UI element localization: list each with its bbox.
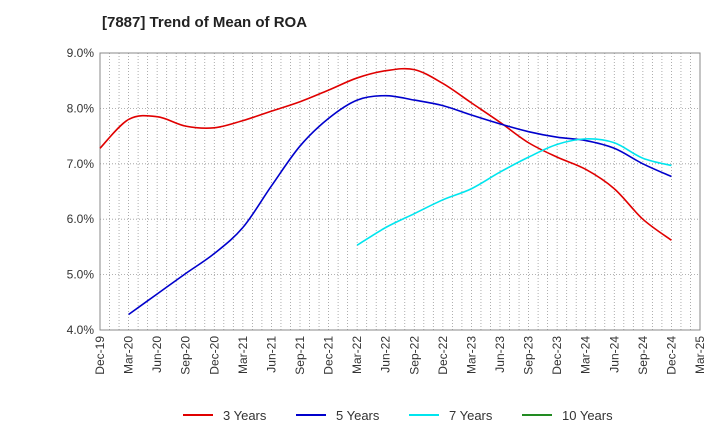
x-tick-label: Mar-21	[236, 336, 250, 374]
y-tick-label: 9.0%	[67, 46, 95, 60]
x-tick-label: Mar-25	[693, 336, 707, 374]
legend: 3 Years 5 Years 7 Years 10 Years	[183, 408, 613, 423]
x-tick-label: Jun-21	[264, 336, 278, 373]
x-tick-label: Dec-22	[436, 336, 450, 375]
x-tick-label: Dec-21	[322, 336, 336, 375]
axes: 4.0% 5.0% 6.0% 7.0% 8.0% 9.0% Dec-19 Mar-20 Jun-…	[67, 46, 707, 375]
y-tick-label: 7.0%	[67, 157, 95, 171]
y-tick-label: 4.0%	[67, 323, 95, 337]
x-tick-label: Jun-24	[607, 336, 621, 373]
x-tick-label: Mar-20	[122, 336, 136, 374]
x-tick-label: Sep-23	[522, 336, 536, 375]
x-tick-label: Sep-21	[293, 336, 307, 375]
x-tick-label: Sep-20	[179, 336, 193, 375]
series-line-3-years	[99, 67, 672, 241]
x-tick-label: Dec-20	[207, 336, 221, 375]
legend-label-5-years: 5 Years	[336, 408, 380, 423]
legend-label-3-years: 3 Years	[223, 408, 267, 423]
x-tick-label: Mar-23	[464, 336, 478, 374]
grid	[100, 53, 700, 330]
x-tick-label: Dec-23	[550, 336, 564, 375]
x-tick-label: Mar-22	[350, 336, 364, 374]
y-tick-label: 8.0%	[67, 101, 95, 115]
x-tick-label: Dec-24	[664, 336, 678, 375]
x-tick-label: Jun-22	[379, 336, 393, 373]
y-tick-label: 5.0%	[67, 268, 95, 282]
series-lines	[99, 67, 672, 316]
y-tick-label: 6.0%	[67, 212, 95, 226]
series-line-5-years	[128, 94, 672, 316]
plot-frame	[99, 52, 701, 331]
series-line-7-years	[356, 138, 672, 246]
legend-label-7-years: 7 Years	[449, 408, 493, 423]
x-tick-label: Dec-19	[93, 336, 107, 375]
x-tick-label: Jun-20	[150, 336, 164, 373]
x-tick-label: Sep-22	[407, 336, 421, 375]
chart-title: [7887] Trend of Mean of ROA	[102, 14, 308, 31]
x-tick-label: Mar-24	[579, 336, 593, 374]
legend-label-10-years: 10 Years	[562, 408, 613, 423]
x-tick-label: Jun-23	[493, 336, 507, 373]
x-tick-label: Sep-24	[636, 336, 650, 375]
